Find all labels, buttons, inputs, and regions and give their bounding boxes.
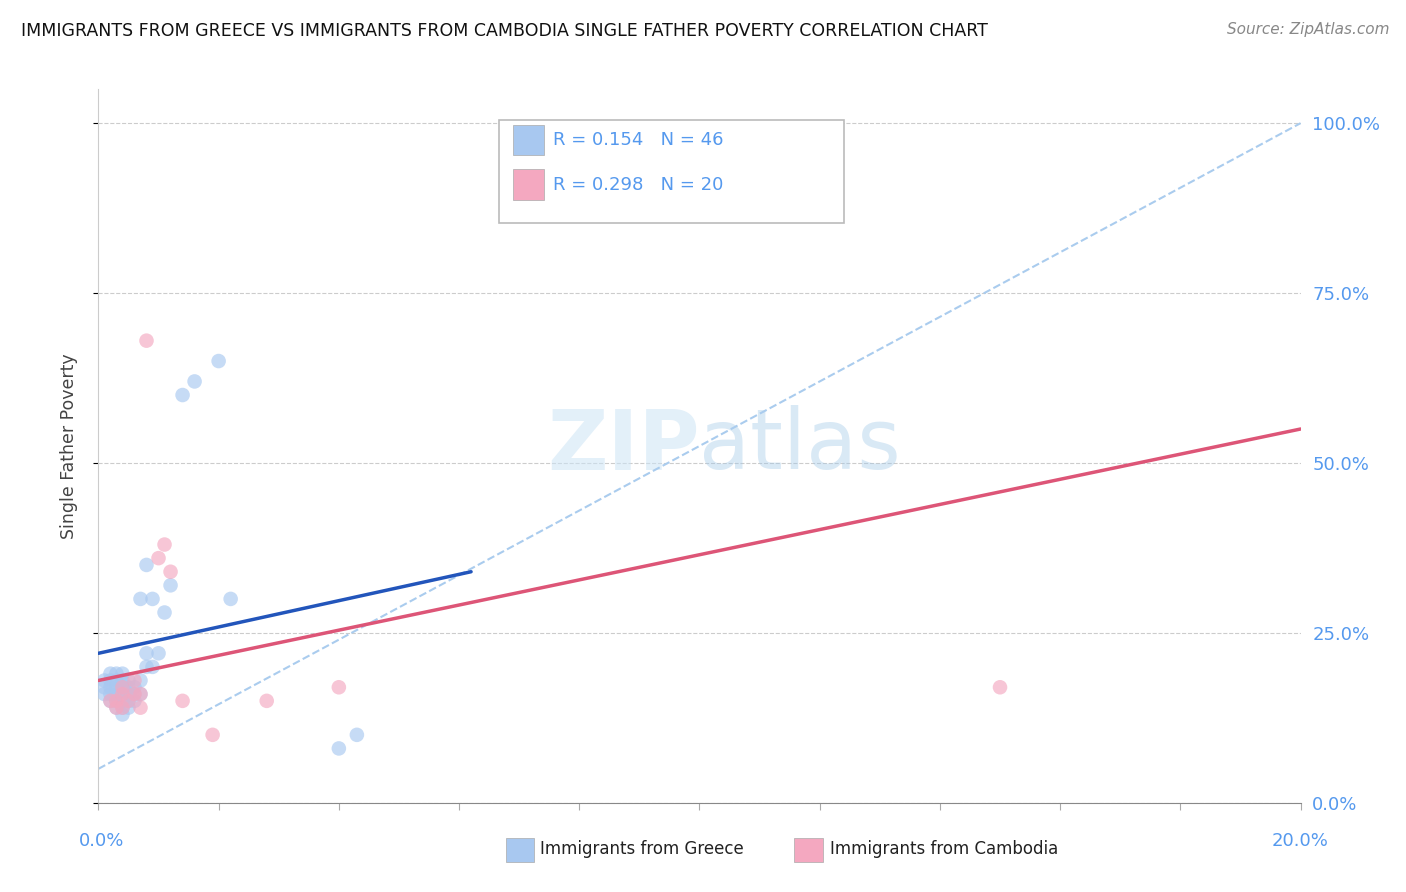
Point (111, 707, 134, 722)
Point (135, 334, 157, 348)
Point (117, 680, 139, 694)
Text: 0.0%: 0.0% (79, 832, 124, 850)
Point (129, 687, 152, 701)
Point (346, 728, 368, 742)
Point (100, 694, 122, 708)
Point (111, 700, 134, 714)
Point (129, 687, 152, 701)
Point (148, 551, 170, 566)
Point (111, 666, 134, 681)
Point (328, 680, 350, 694)
Point (117, 700, 139, 714)
Text: Immigrants from Greece: Immigrants from Greece (540, 840, 744, 858)
Point (135, 660, 157, 674)
Point (117, 687, 139, 701)
Point (129, 673, 152, 688)
Point (111, 687, 134, 701)
Point (117, 673, 139, 688)
Text: R = 0.298   N = 20: R = 0.298 N = 20 (553, 176, 723, 194)
Point (159, 565, 181, 579)
Point (105, 680, 128, 694)
Text: 20.0%: 20.0% (1272, 832, 1329, 850)
Text: atlas: atlas (700, 406, 901, 486)
Point (105, 694, 128, 708)
Point (153, 537, 176, 551)
Point (141, 660, 163, 674)
Text: Source: ZipAtlas.com: Source: ZipAtlas.com (1226, 22, 1389, 37)
Point (124, 694, 146, 708)
Point (135, 646, 157, 660)
Point (105, 694, 128, 708)
Point (100, 687, 122, 701)
Point (153, 606, 176, 620)
Point (100, 666, 122, 681)
Point (111, 700, 134, 714)
Point (111, 680, 134, 694)
Point (117, 694, 139, 708)
Point (129, 700, 152, 714)
Point (117, 694, 139, 708)
Point (111, 687, 134, 701)
Point (93, 673, 115, 688)
Point (208, 354, 231, 368)
Point (105, 666, 128, 681)
Point (111, 673, 134, 688)
Text: IMMIGRANTS FROM GREECE VS IMMIGRANTS FROM CAMBODIA SINGLE FATHER POVERTY CORRELA: IMMIGRANTS FROM GREECE VS IMMIGRANTS FRO… (21, 22, 988, 40)
Text: R = 0.154   N = 46: R = 0.154 N = 46 (553, 131, 723, 149)
Point (124, 687, 146, 701)
Point (172, 694, 194, 708)
Point (159, 578, 181, 592)
Point (172, 388, 194, 402)
Point (93, 687, 115, 701)
Point (124, 687, 146, 701)
Point (129, 591, 152, 606)
Point (93, 680, 115, 694)
Point (105, 673, 128, 688)
Point (100, 673, 122, 688)
Point (100, 680, 122, 694)
Point (105, 700, 128, 714)
Point (219, 591, 242, 606)
Point (111, 694, 134, 708)
Text: ZIP: ZIP (547, 406, 700, 486)
Point (201, 728, 224, 742)
Text: Immigrants from Cambodia: Immigrants from Cambodia (830, 840, 1057, 858)
Point (124, 680, 146, 694)
Point (111, 680, 134, 694)
Point (328, 741, 350, 756)
Point (135, 558, 157, 572)
Point (105, 700, 128, 714)
Point (256, 694, 278, 708)
Point (141, 591, 163, 606)
Point (183, 375, 205, 389)
Point (988, 680, 1011, 694)
Point (148, 646, 170, 660)
Point (100, 694, 122, 708)
Y-axis label: Single Father Poverty: Single Father Poverty (59, 353, 77, 539)
Point (124, 673, 146, 688)
Point (105, 687, 128, 701)
